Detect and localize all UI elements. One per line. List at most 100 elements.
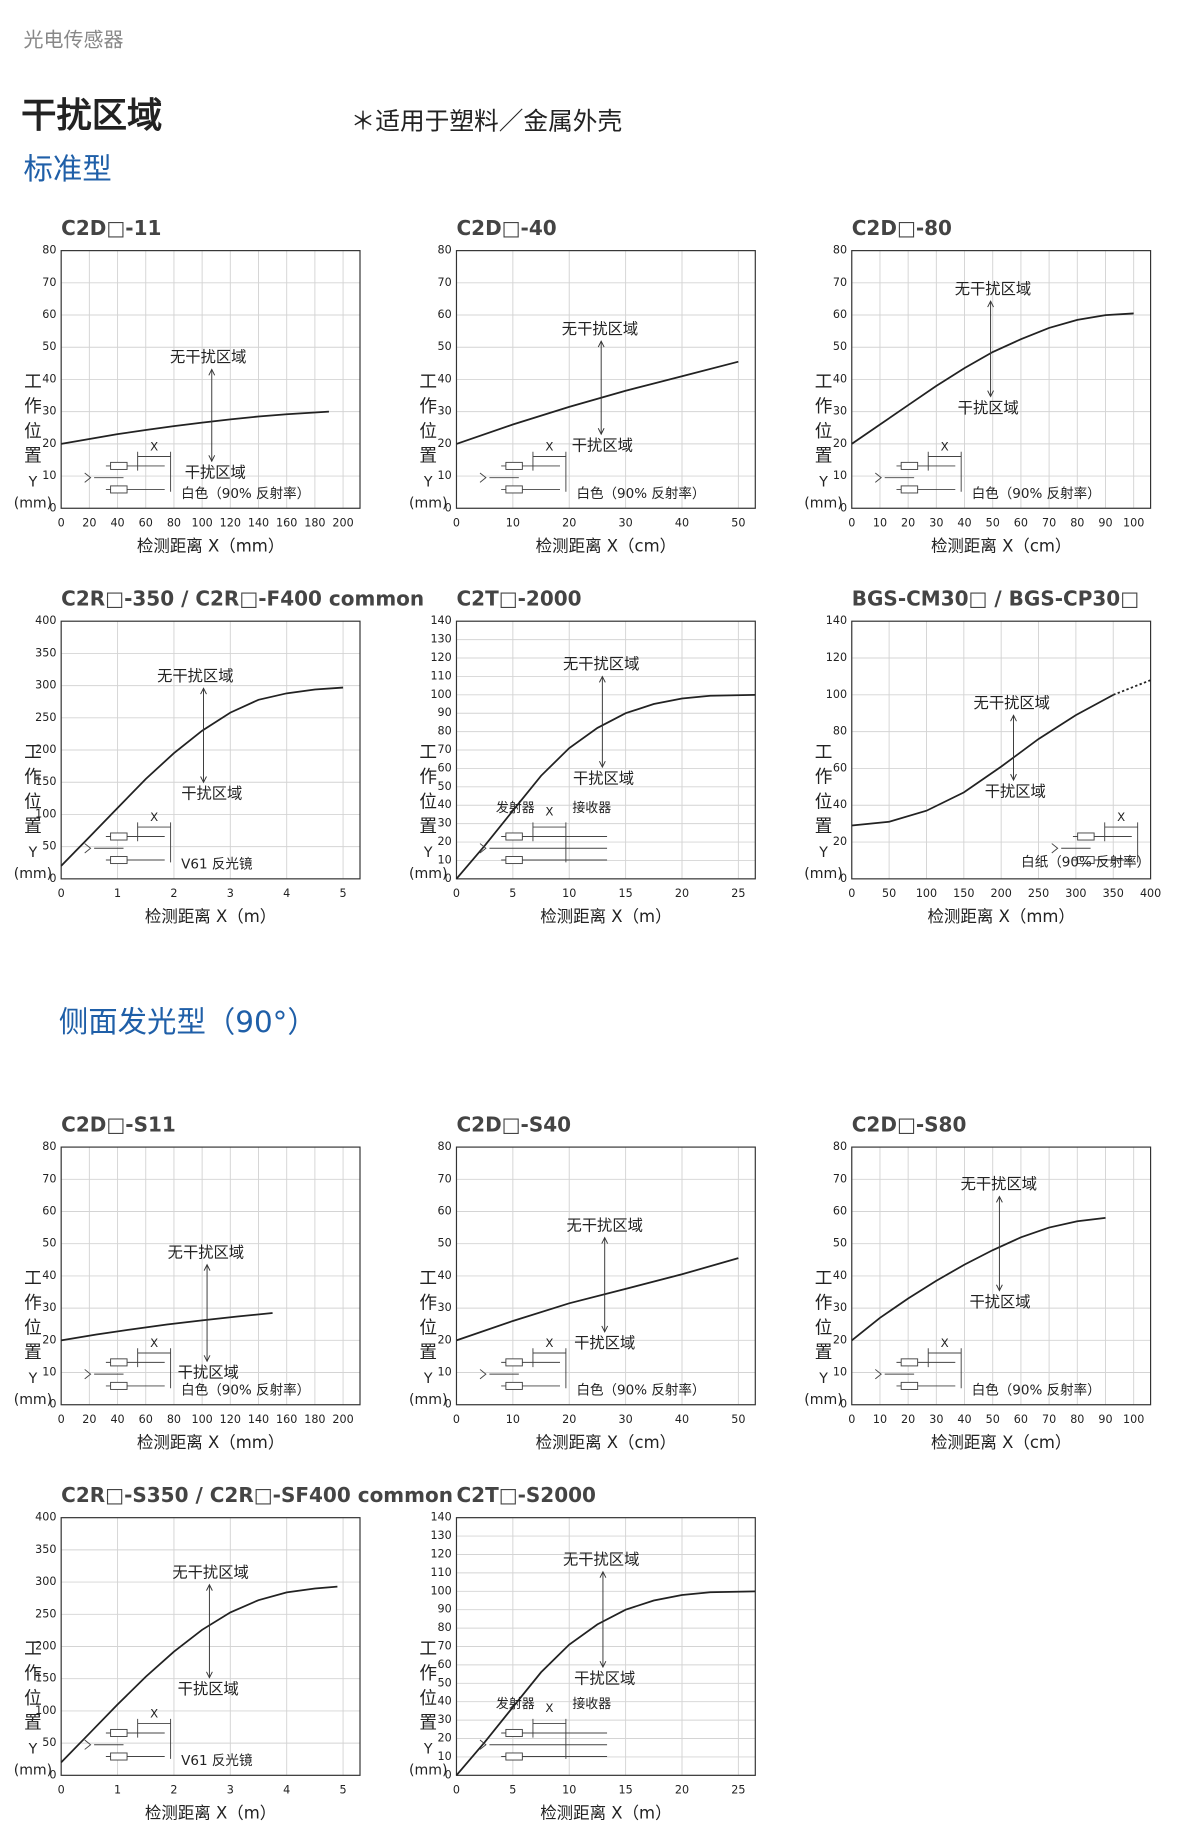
x-tick-label: 2 [170, 1784, 177, 1797]
x-tick-label: 40 [957, 1413, 971, 1426]
diagram [1077, 832, 1095, 841]
diagram [110, 856, 128, 865]
y-tick-label: 80 [438, 1140, 452, 1153]
diagram [505, 1728, 523, 1737]
y-axis-label: (mm) [14, 866, 53, 882]
y-tick-label: 350 [35, 1543, 56, 1556]
section-title: 侧面发光型（90°） [59, 1005, 317, 1039]
y-tick-label: 30 [833, 405, 847, 418]
plot-frame [851, 1146, 1152, 1406]
x-tick-label: 15 [619, 1784, 633, 1797]
y-tick-label: 100 [826, 688, 847, 701]
x-tick-label: 4 [283, 1784, 290, 1797]
x-tick-label: 30 [929, 1413, 943, 1426]
y-tick-label: 40 [438, 1695, 452, 1708]
y-tick-label: 70 [438, 1640, 452, 1653]
x-tick-label: 40 [110, 517, 124, 530]
y-tick-label: 350 [35, 646, 56, 659]
annotation: 干扰区域 [573, 769, 634, 787]
y-tick-label: 80 [438, 1621, 452, 1634]
target-label: 白色（90% 反射率） [181, 1382, 310, 1399]
x-tick-label: 50 [731, 517, 745, 530]
x-tick-label: 80 [167, 517, 181, 530]
diagram-label: X [941, 440, 949, 454]
y-tick-label: 150 [35, 775, 56, 788]
y-axis-label: 置 [24, 1714, 42, 1734]
x-tick-label: 140 [248, 517, 269, 530]
plot-frame [851, 250, 1152, 509]
y-tick-label: 250 [35, 1607, 56, 1620]
x-tick-label: 30 [619, 1413, 633, 1426]
target-label: 白色（90% 反射率） [972, 485, 1101, 502]
x-tick-label: 60 [139, 517, 153, 530]
diagram-label: 发射器 [496, 800, 535, 816]
x-axis-label: 检测距离 X（m） [540, 907, 671, 926]
y-axis-label: 位 [24, 1317, 42, 1338]
annotation: 无干扰区域 [974, 694, 1050, 712]
y-tick-label: 100 [430, 688, 451, 701]
diagram [1077, 856, 1095, 865]
annotation: 无干扰区域 [955, 280, 1031, 298]
page-title: 干扰区域 [21, 96, 162, 137]
x-tick-label: 0 [848, 517, 855, 530]
diagram [110, 1728, 128, 1737]
arrow-head [601, 1236, 609, 1333]
y-axis-label: (mm) [14, 1763, 53, 1779]
arrow-head [987, 300, 994, 398]
annotation: 干扰区域 [178, 1680, 239, 1698]
y-tick-label: 130 [430, 1529, 451, 1542]
y-axis-label: 位 [815, 791, 833, 812]
y-axis-label: 位 [419, 1688, 437, 1709]
y-tick-label: 100 [35, 807, 56, 820]
diagram-label: X [545, 1701, 553, 1715]
y-tick-label: 60 [42, 1204, 56, 1217]
diagram [505, 856, 523, 865]
plot-frame [851, 620, 1152, 880]
x-axis-label: 检测距离 X（m） [540, 1804, 671, 1823]
y-axis-label: 作 [815, 396, 833, 417]
y-tick-label: 110 [430, 1566, 451, 1579]
plot-frame [60, 620, 361, 880]
x-tick-label: 120 [220, 1413, 241, 1426]
note: ＊适用于塑料／金属外壳 [351, 106, 623, 135]
curve [456, 1257, 739, 1342]
y-tick-label: 60 [438, 761, 452, 774]
diagram [505, 1358, 523, 1367]
y-axis-label: 作 [419, 1663, 437, 1684]
diagram [1051, 822, 1139, 863]
y-tick-label: 30 [42, 405, 56, 418]
x-tick-label: 90 [1098, 517, 1112, 530]
y-tick-label: 70 [438, 276, 452, 289]
diagram [505, 485, 523, 494]
y-tick-label: 30 [438, 1713, 452, 1726]
y-tick-label: 60 [438, 1204, 452, 1217]
y-tick-label: 90 [438, 1603, 452, 1616]
x-tick-label: 300 [1065, 887, 1086, 900]
annotation: 无干扰区域 [172, 1563, 248, 1581]
x-tick-label: 200 [332, 517, 353, 530]
y-tick-label: 10 [438, 1750, 452, 1763]
x-tick-label: 40 [957, 517, 971, 530]
y-tick-label: 0 [445, 1398, 452, 1411]
arrow-head [598, 675, 606, 769]
x-tick-label: 20 [901, 517, 915, 530]
y-tick-label: 50 [438, 1237, 452, 1250]
y-axis-label: 工 [419, 1269, 437, 1289]
y-tick-label: 250 [35, 711, 56, 724]
y-axis-label: (mm) [409, 1763, 448, 1779]
curve [455, 1590, 756, 1776]
arrow-head [203, 1263, 211, 1363]
y-tick-label: 20 [42, 1333, 56, 1346]
y-tick-label: 10 [438, 469, 452, 482]
diagram [875, 451, 962, 492]
annotation: 干扰区域 [985, 782, 1046, 800]
x-tick-label: 80 [1070, 1413, 1084, 1426]
chart-title: C2T□-S2000 [456, 1483, 596, 1507]
annotation: 干扰区域 [185, 463, 246, 481]
y-tick-label: 200 [35, 1640, 56, 1653]
y-tick-label: 90 [438, 706, 452, 719]
diagram-label: X [941, 1336, 949, 1350]
x-tick-label: 100 [191, 517, 212, 530]
y-tick-label: 140 [430, 614, 451, 627]
